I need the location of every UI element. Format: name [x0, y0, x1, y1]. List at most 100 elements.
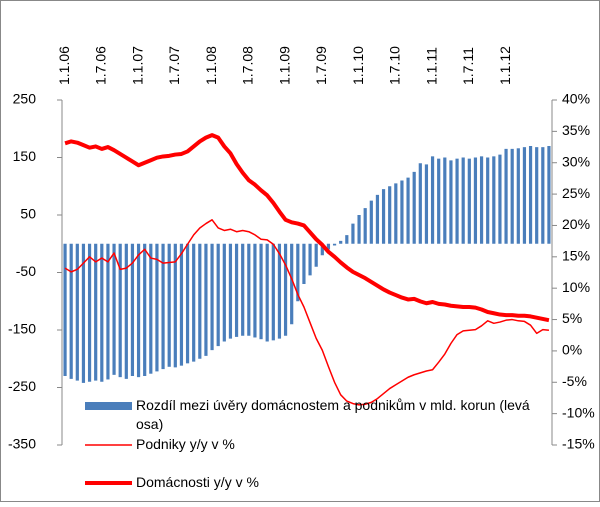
- bar: [430, 156, 435, 244]
- bar: [326, 243, 331, 250]
- bar: [302, 243, 306, 284]
- bar: [394, 183, 398, 244]
- bar: [179, 243, 184, 366]
- bar: [522, 147, 527, 244]
- bar: [516, 148, 520, 244]
- y-tick-label: -250: [8, 378, 36, 394]
- bar: [479, 156, 484, 244]
- x-tick-label: 1.1.12: [497, 46, 513, 85]
- bar: [332, 243, 337, 246]
- bar: [547, 146, 551, 244]
- bar: [357, 215, 361, 244]
- x-tick-label: 1.1.11: [423, 47, 439, 85]
- bar: [277, 243, 282, 339]
- legend-label: Podniky y/y v %: [136, 436, 235, 452]
- bar: [320, 243, 324, 256]
- bar: [369, 200, 373, 244]
- bar: [363, 208, 367, 244]
- bar: [173, 243, 177, 368]
- bar: [504, 148, 508, 244]
- bar: [381, 189, 386, 244]
- bar: [443, 157, 447, 244]
- bar: [510, 148, 514, 244]
- y2-tick-label: 5%: [562, 310, 582, 326]
- x-tick-label: 1.1.06: [56, 46, 72, 85]
- legend-item: Podniky y/y v %: [136, 436, 235, 452]
- x-tick-label: 1.1.09: [276, 46, 292, 85]
- y-tick-label: 150: [13, 148, 37, 164]
- bar: [486, 157, 490, 244]
- x-tick-label: 1.7.09: [313, 46, 329, 85]
- bar: [198, 243, 202, 359]
- line: [64, 133, 550, 323]
- bar: [400, 180, 404, 244]
- bar: [222, 243, 226, 342]
- bar: [185, 243, 190, 364]
- bar: [136, 243, 141, 378]
- x-tick-label: 1.7.10: [387, 46, 403, 85]
- bar: [271, 243, 275, 341]
- bar: [461, 157, 465, 244]
- bar: [81, 243, 86, 383]
- y-tick-label: -150: [8, 321, 36, 337]
- y2-tick-label: 40%: [562, 91, 590, 107]
- bar: [210, 243, 214, 351]
- bar: [345, 235, 349, 244]
- bar: [351, 223, 355, 244]
- legend-label: Domácnosti y/y v %: [136, 474, 259, 490]
- y2-tick-label: 0%: [562, 342, 582, 358]
- bar: [535, 147, 539, 244]
- bar: [449, 160, 453, 244]
- x-tick-label: 1.1.08: [203, 46, 219, 85]
- x-tick-label: 1.1.10: [350, 46, 366, 85]
- x-tick-label: 1.7.06: [93, 46, 109, 85]
- legend-label: Rozdíl mezi úvěry domácnostem a podnikům…: [136, 397, 530, 432]
- bar: [228, 243, 233, 339]
- y2-tick-label: 30%: [562, 153, 590, 169]
- y-tick-label: 50: [20, 206, 36, 222]
- bar: [283, 243, 288, 336]
- bar: [473, 157, 478, 244]
- x-tick-label: 1.7.08: [240, 46, 256, 85]
- bar: [455, 158, 459, 244]
- bar: [149, 243, 153, 374]
- bar: [296, 243, 300, 302]
- bar: [528, 146, 533, 244]
- bar: [308, 243, 312, 276]
- bar: [155, 243, 159, 372]
- y2-tick-label: 15%: [562, 248, 590, 264]
- y-tick-label: 250: [13, 91, 37, 107]
- bar: [130, 243, 135, 376]
- y2-tick-label: 10%: [562, 279, 590, 295]
- y2-tick-label: 35%: [562, 122, 590, 138]
- bar: [63, 243, 67, 376]
- bar: [118, 243, 122, 378]
- bar: [412, 171, 416, 244]
- x-tick-label: 1.1.07: [129, 46, 145, 85]
- bar: [234, 243, 239, 337]
- bar: [112, 243, 116, 375]
- bar: [247, 243, 251, 336]
- bar: [204, 243, 208, 356]
- legend-item: Rozdíl mezi úvěry domácnostem a podnikům…: [136, 397, 530, 432]
- bar: [406, 177, 410, 244]
- bar: [241, 243, 245, 336]
- bar: [192, 243, 196, 362]
- y2-tick-label: 20%: [562, 216, 590, 232]
- bar: [75, 243, 79, 381]
- bar: [94, 243, 98, 381]
- bar: [314, 243, 318, 267]
- y2-tick-label: -5%: [562, 373, 587, 389]
- x-tick-label: 1.7.07: [166, 46, 182, 85]
- bar: [424, 164, 429, 244]
- bar: [437, 158, 441, 244]
- bar: [106, 243, 110, 380]
- y2-tick-label: 25%: [562, 185, 590, 201]
- bar: [69, 243, 73, 379]
- bar: [87, 243, 92, 382]
- bar: [375, 194, 380, 244]
- bar: [418, 163, 422, 244]
- legend-swatch: [85, 402, 132, 410]
- bar: [167, 243, 171, 367]
- y-tick-label: -350: [8, 436, 36, 452]
